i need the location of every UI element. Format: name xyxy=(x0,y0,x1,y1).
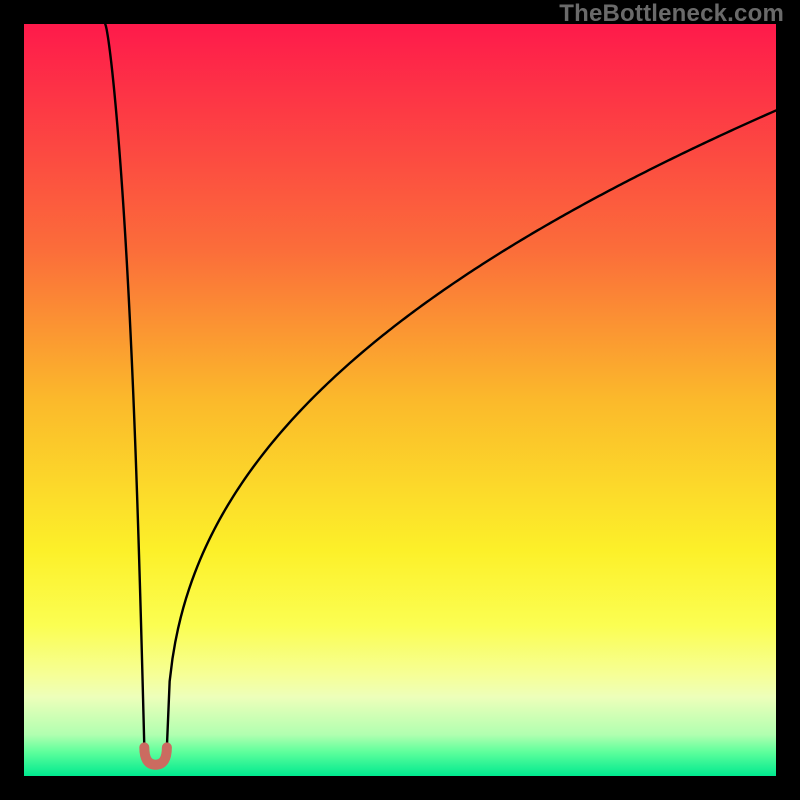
plot-area xyxy=(24,24,776,776)
curve-right-branch xyxy=(167,110,776,747)
chart-frame: TheBottleneck.com xyxy=(0,0,800,800)
dip-marker xyxy=(144,747,167,764)
curve-left-branch xyxy=(105,24,144,747)
watermark-text: TheBottleneck.com xyxy=(559,0,784,28)
bottleneck-curve xyxy=(24,24,776,776)
